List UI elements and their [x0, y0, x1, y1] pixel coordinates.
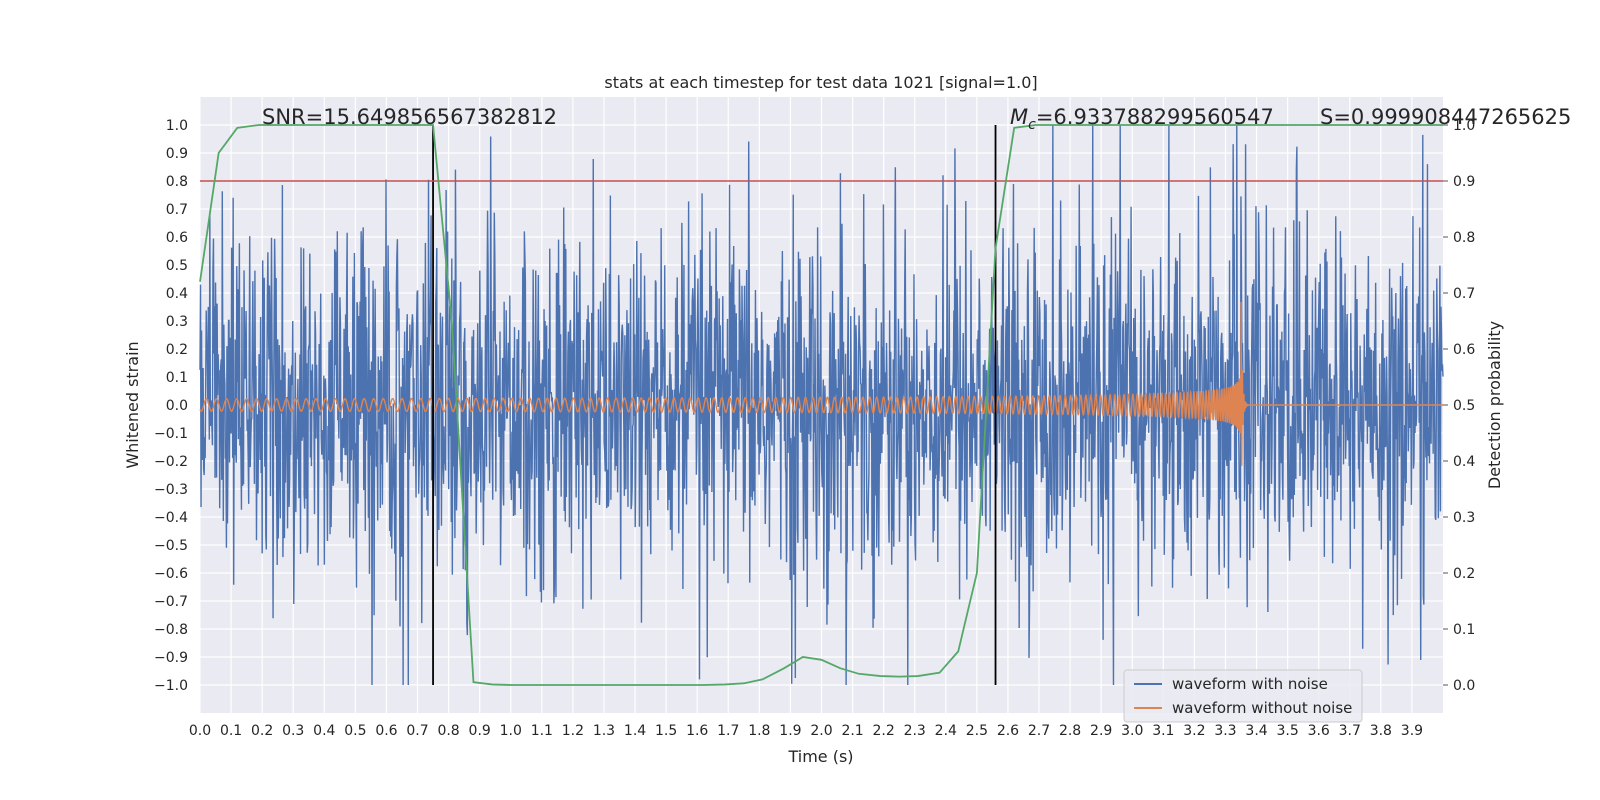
x-tick-label: 2.8	[1059, 723, 1081, 739]
y-axis-title-right: Detection probability	[1485, 321, 1504, 489]
x-tick-label: 3.7	[1339, 723, 1361, 739]
x-tick-label: 2.5	[966, 723, 988, 739]
significance-annotation: S=0.999908447265625	[1320, 105, 1571, 129]
chirp-mass-symbol: M	[1010, 105, 1028, 129]
y-left-tick-label: −0.8	[154, 622, 188, 638]
y-left-tick-label: 0.5	[166, 258, 188, 274]
y-left-tick-label: −0.6	[154, 566, 188, 582]
x-tick-label: 1.3	[593, 723, 615, 739]
y-left-tick-label: −0.3	[154, 482, 188, 498]
x-tick-label: 3.6	[1308, 723, 1330, 739]
y-left-tick-label: −0.2	[154, 454, 188, 470]
x-tick-label: 0.0	[189, 723, 211, 739]
probability-line-layer	[199, 124, 1443, 686]
x-tick-label: 3.2	[1183, 723, 1205, 739]
y-left-tick-label: −0.7	[154, 594, 188, 610]
y-left-tick-label: 0.0	[166, 398, 188, 414]
x-tick-label: 3.9	[1401, 723, 1423, 739]
x-tick-label: 0.4	[313, 723, 335, 739]
y-left-tick-label: 0.9	[166, 146, 188, 162]
x-tick-label: 2.4	[935, 723, 957, 739]
x-tick-label: 1.8	[748, 723, 770, 739]
x-tick-label: 1.1	[531, 723, 553, 739]
x-tick-label: 2.6	[997, 723, 1019, 739]
x-tick-label: 2.9	[1090, 723, 1112, 739]
noise-waveform-line	[199, 124, 1444, 686]
y-left-tick-label: −0.4	[154, 510, 188, 526]
x-tick-label: 0.7	[406, 723, 428, 739]
x-tick-label: 0.8	[437, 723, 459, 739]
y-left-tick-label: 1.0	[166, 118, 188, 134]
x-tick-label: 0.3	[282, 723, 304, 739]
chart-title: stats at each timestep for test data 102…	[604, 73, 1037, 92]
y-left-tick-label: −0.9	[154, 650, 188, 666]
x-tick-label: 3.4	[1245, 723, 1267, 739]
x-tick-label: 0.5	[344, 723, 366, 739]
vertical-markers	[432, 125, 997, 685]
x-tick-label: 1.7	[717, 723, 739, 739]
snr-annotation: SNR=15.649856567382812	[262, 105, 557, 129]
x-tick-label: 2.1	[841, 723, 863, 739]
clean-waveform-line	[199, 302, 1443, 466]
y-right-tick-label: 1.0	[1453, 118, 1475, 134]
y-right-tick-label: 0.8	[1453, 230, 1475, 246]
y-left-tick-label: −0.5	[154, 538, 188, 554]
y-right-tick-labels: 1.0 0.9 0.8 0.7 0.6 0.5 0.4 0.3 0.2 0.1 0.0	[1443, 118, 1475, 694]
y-left-tick-label: 0.4	[166, 286, 188, 302]
y-right-tick-label: 0.4	[1453, 454, 1475, 470]
y-axis-title-left: Whitened strain	[123, 341, 142, 468]
y-right-tick-label: 0.1	[1453, 622, 1475, 638]
chirp-mass-value: =6.933788299560547	[1036, 105, 1274, 129]
noise-waveform-layer	[199, 124, 1444, 686]
x-tick-label: 1.2	[562, 723, 584, 739]
x-tick-label: 1.5	[655, 723, 677, 739]
y-right-tick-label: 0.9	[1453, 174, 1475, 190]
y-left-tick-labels: 1.0 0.9 0.8 0.7 0.6 0.5 0.4 0.3 0.2 0.1 0.0 −0.1 −0.…	[154, 118, 188, 694]
x-tick-label: 0.2	[251, 723, 273, 739]
y-right-tick-label: 0.0	[1453, 678, 1475, 694]
legend-label-noise: waveform with noise	[1172, 675, 1328, 693]
x-tick-label: 1.9	[779, 723, 801, 739]
x-tick-label: 3.1	[1152, 723, 1174, 739]
probability-line	[199, 124, 1443, 686]
legend: waveform with noise waveform without noi…	[1123, 669, 1363, 723]
y-left-tick-label: 0.8	[166, 174, 188, 190]
y-left-tick-label: −0.1	[154, 426, 188, 442]
legend-box	[1123, 669, 1363, 723]
y-right-tick-label: 0.5	[1453, 398, 1475, 414]
x-tick-label: 0.9	[469, 723, 491, 739]
y-left-tick-label: 0.6	[166, 230, 188, 246]
y-right-tick-label: 0.2	[1453, 566, 1475, 582]
x-tick-label: 2.2	[873, 723, 895, 739]
y-left-tick-label: 0.1	[166, 370, 188, 386]
x-tick-label: 2.0	[810, 723, 832, 739]
x-tick-label: 3.8	[1370, 723, 1392, 739]
x-tick-label: 1.4	[624, 723, 646, 739]
y-right-tick-label: 0.6	[1453, 342, 1475, 358]
chirp-mass-subscript: c	[1028, 117, 1036, 133]
x-tick-label: 2.3	[904, 723, 926, 739]
x-tick-label: 1.6	[686, 723, 708, 739]
legend-label-clean: waveform without noise	[1172, 699, 1352, 717]
y-left-tick-label: −1.0	[154, 678, 188, 694]
x-tick-label: 1.0	[500, 723, 522, 739]
y-right-tick-label: 0.3	[1453, 510, 1475, 526]
x-tick-label: 0.1	[220, 723, 242, 739]
x-axis-title: Time (s)	[787, 747, 853, 766]
x-tick-label: 0.6	[375, 723, 397, 739]
y-left-tick-label: 0.2	[166, 342, 188, 358]
clean-waveform-layer	[199, 302, 1443, 466]
x-tick-label: 3.0	[1121, 723, 1143, 739]
y-left-tick-label: 0.3	[166, 314, 188, 330]
y-right-tick-label: 0.7	[1453, 286, 1475, 302]
x-tick-label: 2.7	[1028, 723, 1050, 739]
x-tick-label: 3.3	[1214, 723, 1236, 739]
y-left-tick-label: 0.7	[166, 202, 188, 218]
x-tick-labels: 0.0 0.1 0.2 0.3 0.4 0.5 0.6 0.7 0.8 0.9 1.0 1.1 1.2 1…	[189, 723, 1423, 739]
x-tick-label: 3.5	[1276, 723, 1298, 739]
chirp-mass-annotation: Mc=6.933788299560547	[1010, 105, 1274, 133]
